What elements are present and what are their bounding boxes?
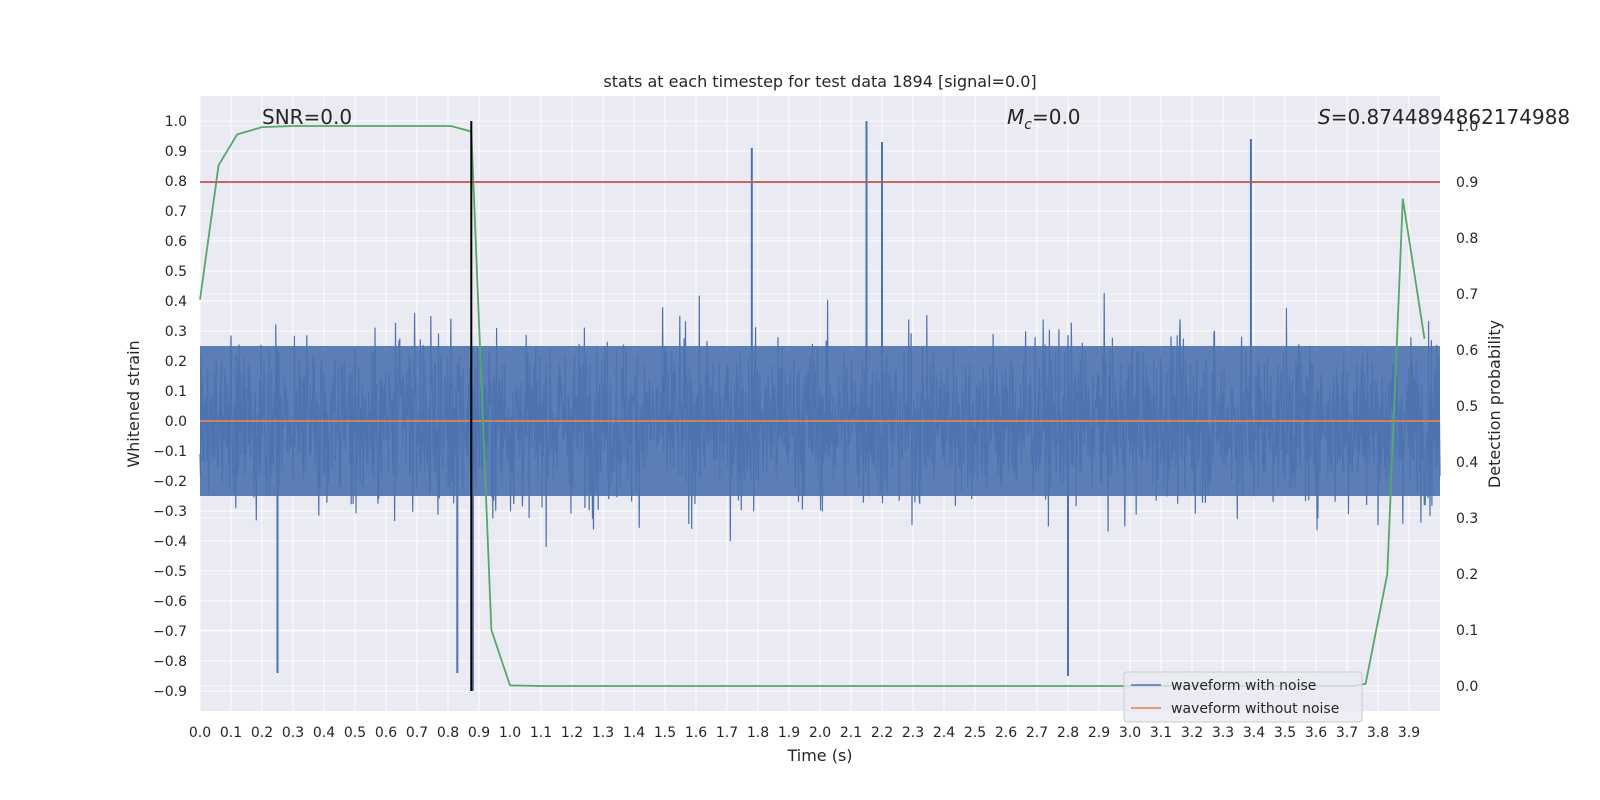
y-right-tick-label: 0.7	[1456, 287, 1478, 303]
y-left-tick-label: 0.5	[165, 264, 187, 280]
x-tick-label: 3.6	[1305, 725, 1327, 741]
y-right-tick-label: 0.1	[1456, 623, 1478, 639]
y-right-tick-label: 0.3	[1456, 511, 1478, 527]
y-left-tick-label: 0.4	[165, 294, 187, 310]
x-tick-label: 2.6	[995, 725, 1017, 741]
y-left-tick-label: 0.8	[165, 174, 187, 190]
y-left-tick-label: −0.3	[153, 504, 187, 520]
y-left-tick-label: 0.2	[165, 354, 187, 370]
x-tick-label: 1.8	[747, 725, 769, 741]
mc-symbol: M	[1007, 105, 1024, 129]
x-tick-label: 2.3	[902, 725, 924, 741]
x-tick-label: 2.4	[933, 725, 955, 741]
x-tick-label: 0.5	[344, 725, 366, 741]
x-tick-label: 0.1	[220, 725, 242, 741]
y-right-tick-label: 1.0	[1456, 119, 1478, 135]
y-left-tick-label: −0.7	[153, 624, 187, 640]
mc-annotation: Mc=0.0	[1007, 105, 1081, 133]
y-left-tick-label: −0.1	[153, 444, 187, 460]
x-tick-label: 2.5	[964, 725, 986, 741]
x-tick-label: 2.1	[840, 725, 862, 741]
y-left-tick-label: −0.5	[153, 564, 187, 580]
y-right-tick-label: 0.8	[1456, 231, 1478, 247]
mc-value: =0.0	[1032, 105, 1081, 129]
y-axis-left-label: Whitened strain	[124, 340, 143, 467]
x-tick-label: 3.8	[1367, 725, 1389, 741]
x-tick-label: 2.8	[1057, 725, 1079, 741]
x-tick-labels: 0.0 0.1 0.2 0.3 0.4 0.5 0.6 0.7 0.8 0.9 1.0 1.1 1.2 1…	[189, 725, 1420, 741]
x-tick-label: 0.0	[189, 725, 211, 741]
x-tick-label: 1.3	[592, 725, 614, 741]
y-left-tick-label: 0.7	[165, 204, 187, 220]
x-tick-label: 3.3	[1212, 725, 1234, 741]
legend: waveform with noise waveform without noi…	[1123, 671, 1363, 723]
y-left-tick-label: 0.9	[165, 144, 187, 160]
y-left-tick-label: 0.1	[165, 384, 187, 400]
y-right-tick-label: 0.2	[1456, 567, 1478, 583]
s-annotation: S=0.8744894862174988	[1318, 105, 1570, 129]
x-tick-label: 1.7	[716, 725, 738, 741]
x-tick-label: 0.2	[251, 725, 273, 741]
y-right-tick-labels: 1.0 0.9 0.8 0.7 0.6 0.5 0.4 0.3 0.2 0.1 0.0	[1456, 119, 1478, 695]
x-tick-label: 3.1	[1150, 725, 1172, 741]
x-tick-label: 0.7	[406, 725, 428, 741]
x-tick-label: 1.4	[623, 725, 645, 741]
legend-label-noise: waveform with noise	[1171, 678, 1316, 694]
s-value: =0.8744894862174988	[1331, 105, 1570, 129]
s-symbol: S	[1318, 105, 1331, 129]
y-left-tick-label: 1.0	[165, 114, 187, 130]
snr-annotation: SNR=0.0	[262, 105, 352, 129]
x-tick-label: 0.8	[437, 725, 459, 741]
x-tick-label: 2.7	[1026, 725, 1048, 741]
x-tick-label: 1.5	[654, 725, 676, 741]
y-right-tick-label: 0.9	[1456, 175, 1478, 191]
x-tick-label: 3.7	[1336, 725, 1358, 741]
x-tick-label: 3.5	[1274, 725, 1296, 741]
x-tick-label: 3.9	[1398, 725, 1420, 741]
x-tick-label: 0.6	[375, 725, 397, 741]
y-left-tick-label: −0.6	[153, 594, 187, 610]
x-tick-label: 1.9	[778, 725, 800, 741]
y-left-tick-label: 0.3	[165, 324, 187, 340]
x-axis-label: Time (s)	[786, 746, 852, 765]
x-tick-label: 1.6	[685, 725, 707, 741]
legend-box	[1123, 671, 1363, 723]
x-tick-label: 2.2	[871, 725, 893, 741]
y-left-tick-label: −0.9	[153, 684, 187, 700]
y-right-tick-label: 0.6	[1456, 343, 1478, 359]
y-right-tick-label: 0.5	[1456, 399, 1478, 415]
x-tick-label: 3.4	[1243, 725, 1265, 741]
x-tick-label: 2.9	[1088, 725, 1110, 741]
x-tick-label: 0.4	[313, 725, 335, 741]
y-left-tick-label: −0.2	[153, 474, 187, 490]
y-left-tick-label: 0.0	[165, 414, 187, 430]
mc-subscript: c	[1024, 117, 1032, 133]
y-left-tick-label: −0.8	[153, 654, 187, 670]
chart-title: stats at each timestep for test data 189…	[603, 72, 1036, 91]
x-tick-label: 0.9	[468, 725, 490, 741]
y-left-tick-label: −0.4	[153, 534, 187, 550]
y-axis-right-label: Detection probability	[1485, 320, 1504, 488]
x-tick-label: 1.2	[561, 725, 583, 741]
y-left-tick-labels: 1.0 0.9 0.8 0.7 0.6 0.5 0.4 0.3 0.2 0.1 0.0 −0.1 −0.…	[153, 114, 187, 700]
x-tick-label: 2.0	[809, 725, 831, 741]
x-tick-label: 3.2	[1181, 725, 1203, 741]
x-tick-label: 1.0	[499, 725, 521, 741]
y-left-tick-label: 0.6	[165, 234, 187, 250]
legend-label-clean: waveform without noise	[1171, 701, 1339, 717]
x-tick-label: 3.0	[1119, 725, 1141, 741]
y-right-tick-label: 0.0	[1456, 679, 1478, 695]
x-tick-label: 1.1	[530, 725, 552, 741]
x-tick-label: 0.3	[282, 725, 304, 741]
y-right-tick-label: 0.4	[1456, 455, 1478, 471]
